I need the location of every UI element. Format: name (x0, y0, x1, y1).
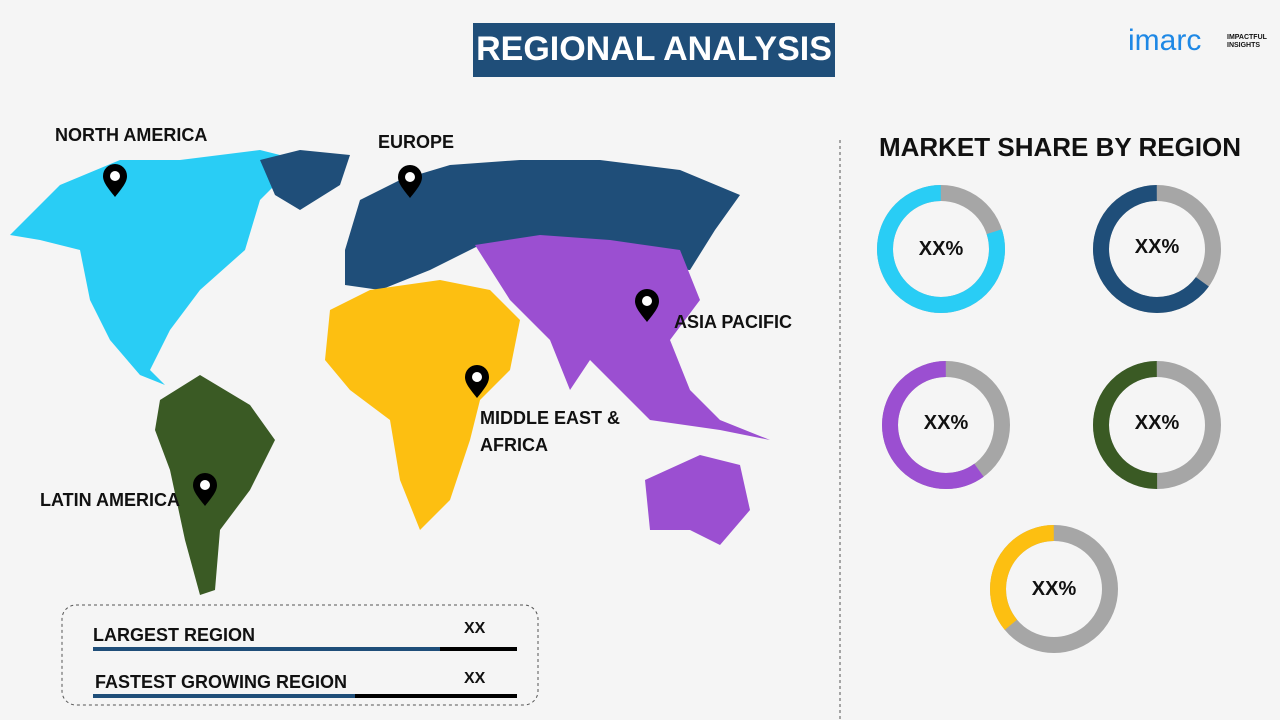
donut-label: XX% (918, 238, 964, 260)
summary-label: LARGEST REGION (93, 625, 256, 645)
north-america (10, 150, 300, 385)
logo-brand: imarc (1128, 24, 1202, 57)
donut (877, 185, 1005, 313)
title-box (473, 23, 835, 77)
donut-label: XX% (1031, 578, 1077, 600)
donut-label: XX% (923, 412, 969, 434)
donut-label: XX% (1134, 412, 1180, 434)
pin (465, 365, 489, 398)
summary-value: XX (464, 620, 486, 637)
region-label: MIDDLE EAST & AFRICA (480, 408, 621, 455)
share-title: MARKET SHARE BY REGION (878, 132, 1242, 162)
australia (645, 455, 750, 545)
donut (1093, 361, 1221, 489)
africa (325, 280, 520, 530)
donut-label: XX% (1134, 236, 1180, 258)
donut (1093, 185, 1221, 313)
region-label: LATIN AMERICA (40, 490, 180, 510)
region-label: ASIA PACIFIC (674, 312, 793, 332)
logo-tagline: IMPACTFUL INSIGHTS (1227, 34, 1267, 49)
world-map (10, 150, 770, 595)
pins (103, 164, 659, 506)
summary-box (61, 604, 539, 706)
region-label: NORTH AMERICA (55, 125, 208, 145)
pin (635, 289, 659, 322)
pin (398, 165, 422, 198)
donut (882, 361, 1010, 489)
region-label: EUROPE (378, 132, 455, 152)
donuts (877, 185, 1221, 653)
summary-label: FASTEST GROWING REGION (95, 672, 348, 692)
greenland (260, 150, 350, 210)
pin (193, 473, 217, 506)
pin (103, 164, 127, 197)
title: REGIONAL ANALYSIS (476, 30, 832, 68)
donut (990, 525, 1118, 653)
asia (475, 235, 770, 440)
summary-value: XX (464, 670, 486, 687)
